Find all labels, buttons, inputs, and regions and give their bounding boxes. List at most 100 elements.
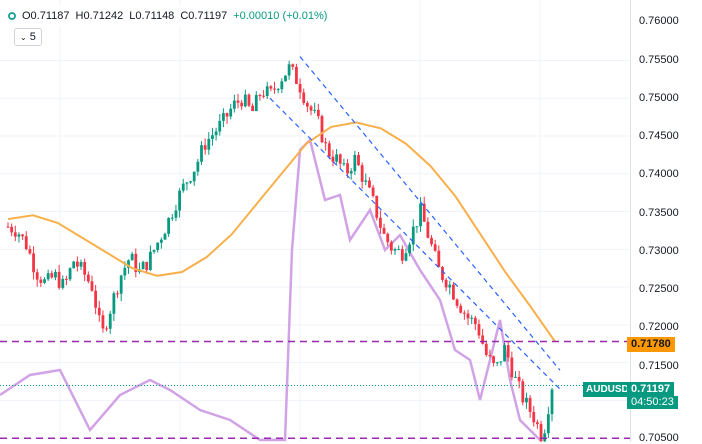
candle-body xyxy=(229,108,233,117)
candle-body xyxy=(32,253,35,273)
candle-body xyxy=(13,232,17,237)
candle-body xyxy=(470,317,474,319)
candle-body xyxy=(521,381,525,403)
candle-body xyxy=(61,278,65,288)
candle-body xyxy=(170,217,174,219)
candle-body xyxy=(473,317,477,325)
candle-body xyxy=(525,397,528,403)
candle-body xyxy=(353,154,357,172)
candle-body xyxy=(371,187,375,196)
candle-body xyxy=(346,163,349,174)
candle-body xyxy=(368,180,371,188)
candle-body xyxy=(408,244,412,254)
candle-body xyxy=(382,227,386,234)
candle-body xyxy=(419,203,422,227)
candle-body xyxy=(218,120,222,132)
price-tick: 0.74000 xyxy=(639,168,679,180)
candle-body xyxy=(108,313,112,329)
candle-body xyxy=(331,156,335,162)
candle-body xyxy=(174,210,178,218)
price-axis[interactable]: 0.76000 0.75500 0.75000 0.74500 0.74000 … xyxy=(630,0,702,444)
interval-toggle-button[interactable]: ⌄ 5 xyxy=(14,28,42,46)
moving-average-path xyxy=(7,121,556,343)
candle-body xyxy=(375,195,379,218)
candle-body xyxy=(65,278,68,280)
candle-body xyxy=(546,414,550,434)
candle-body xyxy=(21,234,25,237)
candle-body xyxy=(430,237,433,245)
trend-channel[interactable] xyxy=(269,56,561,390)
candle-body xyxy=(459,305,463,313)
candle-body xyxy=(415,226,419,228)
candle-body xyxy=(397,249,401,251)
candle-body xyxy=(163,233,167,240)
candle-body xyxy=(276,89,280,91)
candle-body xyxy=(506,345,510,358)
candle-body xyxy=(200,145,203,162)
candle-body xyxy=(130,253,134,261)
candle-body xyxy=(441,266,444,280)
candle-body xyxy=(167,217,171,234)
candle-body xyxy=(247,94,251,106)
candle-body xyxy=(481,335,485,344)
candle-body xyxy=(123,267,127,276)
candle-body xyxy=(97,307,101,316)
channel-upper-line xyxy=(299,56,561,371)
candle-body xyxy=(411,226,415,245)
candle-body xyxy=(550,389,554,415)
price-tick: 0.73500 xyxy=(639,207,679,219)
candle-body xyxy=(342,163,346,165)
candle-body xyxy=(119,275,123,294)
candle-body xyxy=(379,217,382,228)
candle-body xyxy=(287,64,291,76)
candle-body xyxy=(492,356,495,363)
candle-body xyxy=(57,271,61,288)
candle-body xyxy=(452,284,455,300)
candle-body xyxy=(360,165,364,182)
candle-body xyxy=(236,100,240,103)
candle-body xyxy=(291,64,295,67)
candle-body xyxy=(214,131,218,136)
candle-body xyxy=(528,397,532,412)
candle-body xyxy=(316,109,320,117)
candle-body xyxy=(94,290,98,308)
candle-body xyxy=(444,279,448,288)
candle-body xyxy=(90,281,94,291)
horizontal-levels[interactable] xyxy=(0,340,630,439)
level-price-tag: 0.71780 xyxy=(627,337,675,352)
candle-body xyxy=(207,138,211,150)
candle-body xyxy=(393,249,397,251)
candle-body xyxy=(83,261,87,275)
price-tick: 0.70500 xyxy=(639,432,679,444)
chart-canvas[interactable]: O0.71187 H0.71242 L0.71148 C0.71197 +0.0… xyxy=(0,0,630,442)
low-value: L0.71148 xyxy=(129,10,175,22)
candle-body xyxy=(251,105,255,112)
candle-body xyxy=(302,92,306,103)
candle-body xyxy=(284,75,287,82)
candle-body xyxy=(145,261,149,270)
candle-body xyxy=(54,271,57,278)
candle-body xyxy=(101,315,105,329)
candle-body xyxy=(46,273,50,280)
candle-body xyxy=(517,376,521,382)
price-tick: 0.72500 xyxy=(639,283,679,295)
interval-label: 5 xyxy=(29,31,36,43)
candle-body xyxy=(324,142,328,144)
chart-plot[interactable] xyxy=(0,0,630,442)
candle-body xyxy=(357,154,360,166)
grid xyxy=(0,0,630,442)
chevron-down-icon: ⌄ xyxy=(20,32,27,42)
candle-body xyxy=(426,221,430,238)
candle-body xyxy=(10,226,14,233)
candle-body xyxy=(112,293,116,314)
candle-body xyxy=(466,313,470,319)
candle-body xyxy=(462,312,466,314)
candle-body xyxy=(269,86,273,89)
last-price-tag: 0.71197 xyxy=(627,382,675,397)
candle-body xyxy=(543,433,547,442)
candle-body xyxy=(404,253,408,261)
candle-body xyxy=(240,102,244,107)
candle-body xyxy=(389,242,393,251)
candle-body xyxy=(539,424,543,442)
candle-body xyxy=(484,343,488,355)
